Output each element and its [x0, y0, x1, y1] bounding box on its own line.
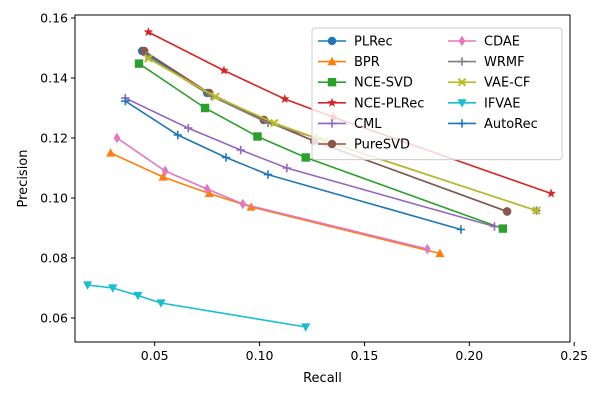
- legend-label: BPR: [354, 55, 380, 70]
- legend-marker: [327, 119, 337, 128]
- data-point-autorec: [456, 225, 466, 234]
- data-point-nce-svd: [253, 132, 262, 141]
- legend-item-puresvd: PureSVD: [318, 138, 410, 153]
- data-point-vae-cf: [532, 206, 541, 215]
- legend-item-ifvae: IFVAE: [448, 96, 520, 111]
- legend-marker: [458, 35, 466, 47]
- y-tick-label: 0.06: [40, 311, 68, 326]
- legend-marker: [457, 77, 467, 87]
- legend-item-plrec: PLRec: [318, 35, 393, 50]
- data-point-nce-plrec: [279, 94, 290, 104]
- data-point-cdae: [239, 198, 247, 210]
- legend-marker: [327, 97, 337, 107]
- series-autorec: [121, 96, 466, 234]
- legend-item-autorec: AutoRec: [448, 117, 538, 132]
- data-point-nce-plrec: [219, 65, 229, 75]
- legend-marker: [327, 78, 337, 87]
- legend-label: PLRec: [354, 35, 393, 50]
- legend-label: CDAE: [484, 35, 520, 50]
- x-axis: 0.05 0.10 0.15 0.20 0.25: [141, 342, 588, 363]
- data-point-autorec: [221, 153, 231, 162]
- data-point-autorec: [263, 170, 273, 179]
- data-point-bpr: [158, 172, 168, 181]
- y-tick-label: 0.08: [40, 251, 68, 266]
- data-point-autorec: [121, 96, 130, 106]
- legend-marker: [457, 99, 467, 108]
- legend-box: [311, 27, 563, 161]
- data-point-nce-plrec: [546, 188, 556, 198]
- x-tick-label: 0.25: [560, 348, 588, 363]
- legend-item-wrmf: WRMF: [448, 55, 525, 70]
- legend: PLRec BPR NCE-SVD NCE-PLRec CML PureSVD CDAE WR…: [311, 27, 563, 161]
- x-tick-label: 0.10: [246, 348, 274, 363]
- data-point-nce-svd: [301, 153, 310, 162]
- data-point-ifvae: [133, 291, 143, 301]
- data-point-bpr: [204, 188, 214, 198]
- data-point-cml: [282, 163, 292, 173]
- legend-label: NCE-SVD: [354, 76, 413, 91]
- data-point-bpr: [435, 248, 445, 258]
- data-point-ifvae: [108, 284, 118, 293]
- data-point-cml: [236, 145, 245, 155]
- data-point-ifvae: [156, 299, 166, 308]
- data-point-cdae: [203, 183, 211, 195]
- legend-label: PureSVD: [354, 138, 410, 153]
- data-point-cml: [184, 123, 193, 133]
- data-point-vae-cf: [269, 118, 279, 128]
- legend-label: CML: [354, 117, 382, 132]
- legend-marker: [327, 56, 337, 66]
- y-tick-label: 0.14: [40, 71, 68, 86]
- legend-label: VAE-CF: [484, 76, 530, 91]
- x-tick-label: 0.20: [455, 348, 483, 363]
- legend-marker: [327, 36, 337, 46]
- legend-marker: [457, 57, 467, 66]
- legend-item-cml: CML: [318, 117, 382, 132]
- y-axis: 0.06 0.08 0.10 0.12 0.14 0.16: [40, 11, 75, 326]
- data-point-cdae: [161, 165, 169, 177]
- x-tick-label: 0.15: [351, 348, 379, 363]
- data-point-bpr: [106, 148, 116, 157]
- series-nce-svd: [134, 59, 508, 233]
- y-tick-label: 0.16: [40, 11, 68, 26]
- series-cdae: [113, 132, 431, 255]
- data-point-puresvd: [502, 207, 512, 216]
- series-ifvae: [82, 281, 311, 332]
- legend-label: WRMF: [484, 55, 525, 70]
- legend-item-vae-cf: VAE-CF: [448, 76, 530, 91]
- data-point-nce-svd: [134, 59, 144, 68]
- data-point-cdae: [113, 132, 121, 144]
- y-tick-label: 0.12: [40, 131, 68, 146]
- data-point-cml: [490, 222, 499, 231]
- data-point-ifvae: [82, 281, 93, 290]
- legend-label: NCE-PLRec: [354, 96, 424, 111]
- data-point-nce-plrec: [143, 27, 154, 37]
- legend-item-cdae: CDAE: [448, 35, 520, 50]
- legend-item-bpr: BPR: [318, 55, 380, 70]
- y-tick-label: 0.10: [40, 191, 68, 206]
- y-axis-label: Precision: [16, 149, 31, 207]
- data-point-ifvae: [301, 323, 311, 332]
- legend-marker: [327, 139, 337, 149]
- plot-frame: [74, 14, 571, 343]
- legend-label: AutoRec: [484, 117, 538, 132]
- series-line-ifvae: [87, 284, 306, 328]
- x-tick-label: 0.05: [141, 348, 169, 363]
- data-point-vae-cf: [211, 92, 220, 101]
- legend-item-nce-svd: NCE-SVD: [318, 76, 413, 91]
- legend-label: IFVAE: [484, 96, 520, 111]
- data-point-autorec: [173, 130, 182, 140]
- data-point-cdae: [424, 243, 431, 255]
- data-point-vae-cf: [144, 54, 153, 63]
- series-cml: [121, 93, 499, 231]
- data-point-puresvd: [140, 46, 149, 56]
- data-point-nce-svd: [498, 224, 508, 233]
- data-point-nce-svd: [200, 103, 210, 113]
- legend-item-nce-plrec: NCE-PLRec: [318, 96, 424, 111]
- legend-marker: [457, 119, 467, 128]
- x-axis-label: Recall: [303, 371, 342, 386]
